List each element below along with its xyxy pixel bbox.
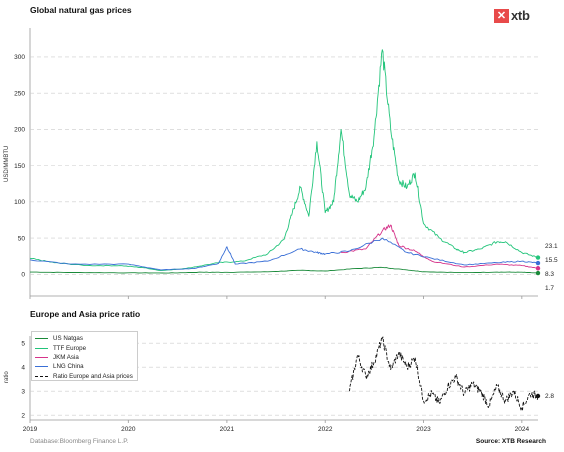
end-value-label: 1.7 xyxy=(545,285,554,292)
x-tick-label: 2024 xyxy=(515,426,530,433)
end-value-label: 15.5 xyxy=(545,257,558,264)
series-endpoint xyxy=(535,393,541,399)
x-tick-label: 2021 xyxy=(220,426,235,433)
legend-label: LNG China xyxy=(53,363,84,371)
legend-label: Ratio Europe and Asia prices xyxy=(53,372,133,380)
y-tick-label: 300 xyxy=(14,54,25,61)
y-tick-label: 0 xyxy=(21,271,25,278)
legend-label: TTF Europe xyxy=(53,344,87,352)
legend-item-ratio: Ratio Europe and Asia prices xyxy=(35,372,137,381)
chart-title-prices: Global natural gas prices xyxy=(30,5,132,15)
xtb-logo-icon: ✕ xyxy=(494,8,509,23)
y-tick-label: 50 xyxy=(18,235,26,242)
y-tick-label: 5 xyxy=(21,340,25,347)
legend-item-us-natgas: US Natgas xyxy=(35,334,137,343)
legend-label: JKM Asia xyxy=(53,353,79,361)
y-tick-label: 250 xyxy=(14,90,25,97)
y-tick-label: 200 xyxy=(14,127,25,134)
chart-title-ratio: Europe and Asia price ratio xyxy=(30,309,141,319)
series-line-us-natgas xyxy=(30,266,539,274)
legend-item-lng-china: LNG China xyxy=(35,362,137,371)
x-tick-label: 2019 xyxy=(23,426,38,433)
footer-database: Database:Bloomberg Finance L.P. xyxy=(30,438,129,445)
series-endpoint xyxy=(535,266,541,271)
series-endpoint xyxy=(535,270,541,276)
legend: US Natgas TTF Europe JKM Asia LNG China … xyxy=(31,331,138,381)
end-value-label: 2.8 xyxy=(545,393,554,400)
xtb-logo: ✕ xtb xyxy=(494,8,530,23)
end-value-label: 8.3 xyxy=(545,271,554,278)
x-tick-label: 2022 xyxy=(318,426,333,433)
xtb-logo-text: xtb xyxy=(511,8,530,23)
series-line-ratio-europe-and-asia-prices xyxy=(349,336,539,412)
end-value-label: 23.1 xyxy=(545,243,558,250)
series-line-jkm-asia xyxy=(341,224,539,269)
legend-item-jkm-asia: JKM Asia xyxy=(35,353,137,362)
y-tick-label: 3 xyxy=(21,388,25,395)
series-line-lng-china xyxy=(29,237,539,271)
y-tick-label: 4 xyxy=(21,364,25,371)
legend-item-ttf-europe: TTF Europe xyxy=(35,343,137,352)
y-tick-label: 2 xyxy=(21,412,25,419)
x-tick-label: 2023 xyxy=(416,426,431,433)
x-tick-label: 2020 xyxy=(121,426,136,433)
series-endpoint xyxy=(535,260,541,266)
series-endpoint xyxy=(535,255,541,260)
y-tick-label: 100 xyxy=(14,199,25,206)
footer-source: Source: XTB Research xyxy=(475,438,546,445)
legend-label: US Natgas xyxy=(53,335,83,343)
series-line-ttf-europe xyxy=(29,49,538,272)
y-tick-label: 150 xyxy=(14,163,25,170)
